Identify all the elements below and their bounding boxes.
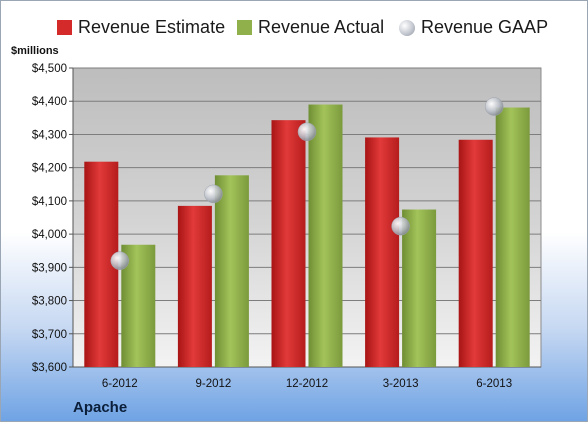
legend-swatch-estimate bbox=[57, 20, 72, 35]
x-tick-label: 3-2013 bbox=[383, 378, 419, 390]
legend-swatch-actual bbox=[237, 20, 252, 35]
bar-revenue-estimate bbox=[365, 137, 400, 367]
x-tick-label: 9-2012 bbox=[195, 378, 231, 390]
y-tick-label: $4,100 bbox=[32, 196, 67, 208]
y-axis-units: $millions bbox=[11, 45, 59, 57]
y-tick-label: $4,200 bbox=[32, 163, 67, 175]
y-tick-label: $3,700 bbox=[32, 329, 67, 341]
bar-revenue-estimate bbox=[458, 139, 493, 367]
legend-marker-gaap bbox=[399, 19, 415, 36]
point-revenue-gaap bbox=[391, 216, 410, 236]
bar-revenue-actual bbox=[308, 104, 343, 368]
y-tick-label: $4,000 bbox=[32, 229, 67, 241]
legend-item-revenue-gaap: Revenue GAAP bbox=[399, 17, 548, 38]
bar-revenue-actual bbox=[402, 209, 437, 367]
y-tick-label: $4,400 bbox=[32, 96, 67, 108]
point-revenue-gaap bbox=[110, 251, 130, 270]
point-revenue-gaap bbox=[204, 184, 223, 204]
legend-label-gaap: Revenue GAAP bbox=[421, 17, 549, 37]
y-tick-label: $4,300 bbox=[32, 129, 67, 141]
bar-revenue-estimate bbox=[271, 120, 306, 367]
y-tick-label: $3,800 bbox=[32, 296, 67, 308]
company-name: Apache bbox=[73, 399, 128, 416]
legend-label-actual: Revenue Actual bbox=[258, 17, 385, 37]
legend-item-revenue-estimate: Revenue Estimate bbox=[57, 17, 225, 38]
y-tick-label: $3,600 bbox=[32, 362, 67, 374]
y-tick-label: $3,900 bbox=[32, 262, 67, 274]
x-tick-label: 12-2012 bbox=[286, 378, 328, 390]
bar-revenue-estimate bbox=[177, 205, 212, 367]
point-revenue-gaap bbox=[484, 97, 504, 116]
point-revenue-gaap bbox=[297, 122, 317, 142]
y-tick-label: $4,500 bbox=[32, 63, 67, 75]
legend: Revenue Estimate Revenue Actual Revenue … bbox=[1, 17, 587, 43]
x-tick-label: 6-2012 bbox=[102, 378, 138, 390]
bar-revenue-actual bbox=[495, 107, 530, 367]
legend-label-estimate: Revenue Estimate bbox=[78, 17, 226, 37]
x-tick-label: 6-2013 bbox=[476, 378, 512, 390]
bar-revenue-actual bbox=[214, 175, 249, 367]
legend-item-revenue-actual: Revenue Actual bbox=[237, 17, 384, 38]
